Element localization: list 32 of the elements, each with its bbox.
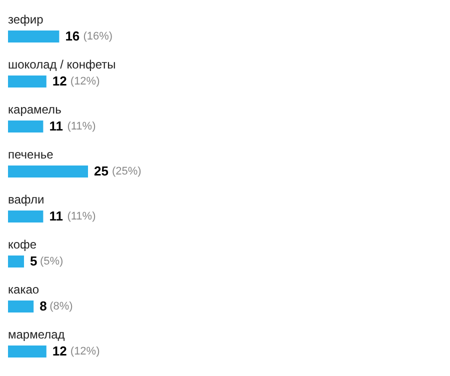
data-label: 8	[40, 298, 47, 314]
annotation: (12%)	[70, 76, 100, 88]
data-label: 16	[65, 28, 80, 44]
data-label: 25	[94, 164, 108, 178]
annotation: (5%)	[40, 256, 64, 268]
annotation: (11%)	[67, 210, 96, 222]
bar	[8, 120, 44, 132]
data-label: 12	[52, 74, 67, 88]
annotation: (8%)	[50, 300, 73, 312]
y-tick-label: вафли	[8, 192, 44, 206]
y-tick-label: зефир	[8, 12, 44, 26]
annotation: (12%)	[70, 346, 100, 358]
annotation: (16%)	[83, 30, 113, 42]
data-label: 11	[49, 208, 63, 224]
y-tick-label: шоколад / конфеты	[8, 58, 116, 72]
annotation: (25%)	[112, 166, 142, 178]
data-label: 11	[49, 118, 63, 134]
bar	[8, 256, 24, 268]
bar	[8, 346, 46, 358]
annotation: (11%)	[67, 120, 96, 132]
data-label: 12	[52, 344, 67, 358]
bar	[8, 300, 34, 312]
y-tick-label: карамель	[8, 102, 62, 116]
y-tick-label: какао	[8, 282, 40, 296]
bar	[8, 30, 60, 42]
y-tick-label: печенье	[8, 148, 54, 162]
y-tick-label: мармелад	[8, 328, 65, 342]
y-tick-label: кофе	[8, 238, 37, 252]
bar	[8, 210, 44, 222]
bar	[8, 76, 46, 88]
data-label: 5	[30, 254, 38, 268]
bar	[8, 166, 88, 178]
